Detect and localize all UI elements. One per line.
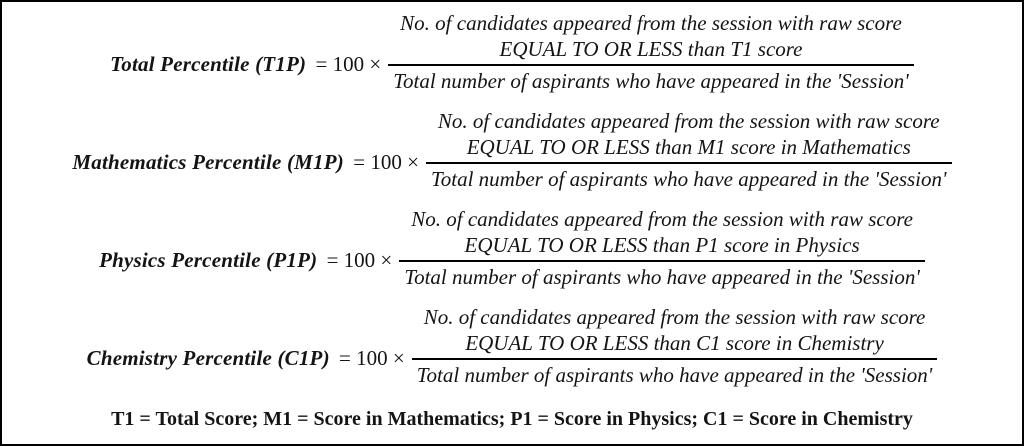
equals-100-times: = 100 × (339, 346, 405, 370)
numerator-line-2: EQUAL TO OR LESS than P1 score in Physic… (464, 233, 860, 257)
fraction-denominator: Total number of aspirants who have appea… (404, 265, 920, 289)
numerator-line-1: No. of candidates appeared from the sess… (423, 305, 926, 329)
variable-legend: T1 = Total Score; M1 = Score in Mathemat… (111, 408, 913, 430)
fraction-numerator: No. of candidates appeared from the sess… (411, 304, 938, 360)
numerator-line-2: EQUAL TO OR LESS than C1 score in Chemis… (465, 331, 884, 355)
formula-lhs: Chemistry Percentile (C1P) = 100 × (87, 304, 405, 371)
formula-total-percentile: Total Percentile (T1P) = 100 × No. of ca… (12, 10, 1012, 94)
fraction: No. of candidates appeared from the sess… (388, 10, 914, 94)
formula-chemistry-percentile: Chemistry Percentile (C1P) = 100 × No. o… (12, 304, 1012, 388)
equals-100-times: = 100 × (315, 52, 382, 76)
formula-label: Mathematics Percentile (M1P) (72, 150, 344, 174)
formula-mathematics-percentile: Mathematics Percentile (M1P) = 100 × No.… (12, 108, 1012, 192)
formula-lhs: Physics Percentile (P1P) = 100 × (99, 206, 392, 273)
equals-100-times: = 100 × (353, 150, 419, 174)
formula-label: Physics Percentile (P1P) (99, 248, 318, 272)
fraction: No. of candidates appeared from the sess… (425, 108, 952, 192)
fraction-numerator: No. of candidates appeared from the sess… (399, 206, 925, 262)
numerator-line-1: No. of candidates appeared from the sess… (411, 207, 913, 231)
numerator-line-1: No. of candidates appeared from the sess… (400, 11, 902, 35)
fraction-denominator: Total number of aspirants who have appea… (416, 363, 933, 387)
formula-physics-percentile: Physics Percentile (P1P) = 100 × No. of … (12, 206, 1012, 290)
formula-lhs: Mathematics Percentile (M1P) = 100 × (72, 108, 419, 175)
fraction: No. of candidates appeared from the sess… (399, 206, 925, 290)
fraction-denominator: Total number of aspirants who have appea… (393, 69, 909, 93)
numerator-line-2: EQUAL TO OR LESS than T1 score (499, 37, 803, 61)
formula-lhs: Total Percentile (T1P) = 100 × (110, 10, 381, 77)
numerator-line-1: No. of candidates appeared from the sess… (437, 109, 940, 133)
equals-100-times: = 100 × (326, 248, 393, 272)
fraction-numerator: No. of candidates appeared from the sess… (388, 10, 914, 66)
fraction-denominator: Total number of aspirants who have appea… (430, 167, 947, 191)
formula-label: Chemistry Percentile (C1P) (86, 346, 330, 370)
fraction-numerator: No. of candidates appeared from the sess… (425, 108, 952, 164)
formula-label: Total Percentile (T1P) (110, 52, 307, 76)
numerator-line-2: EQUAL TO OR LESS than M1 score in Mathem… (466, 135, 911, 159)
fraction: No. of candidates appeared from the sess… (411, 304, 938, 388)
